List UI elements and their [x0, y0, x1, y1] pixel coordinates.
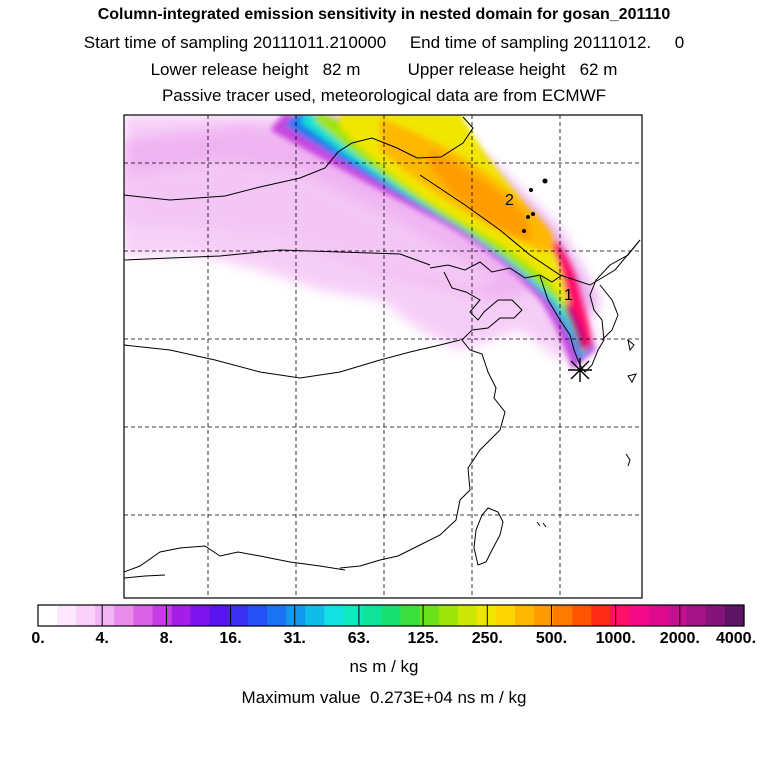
- colorbar-tick-label: 2000.: [659, 630, 700, 647]
- colorbar-tick-label: 4.: [95, 630, 109, 647]
- colorbar-swatch: [152, 605, 173, 626]
- colorbar-tick-label: 500.: [535, 630, 568, 647]
- colorbar-swatch: [476, 605, 497, 626]
- colorbar-tick-label: 4000.: [715, 630, 757, 647]
- colorbar-swatch: [648, 605, 669, 626]
- cluster-dot: [529, 188, 533, 192]
- colorbar-swatch: [572, 605, 592, 626]
- colorbar-swatch: [57, 605, 77, 626]
- colorbar-swatch: [190, 605, 211, 626]
- plot-frame: [123, 114, 643, 599]
- colorbar-swatch: [610, 605, 631, 626]
- colorbar-swatch: [457, 605, 478, 626]
- colorbar-swatch: [247, 605, 268, 626]
- cluster-dot: [542, 178, 548, 184]
- colorbar-swatch: [534, 605, 554, 626]
- colorbar-swatch: [133, 605, 154, 626]
- tracer-info-line: Passive tracer used, meteorological data…: [161, 86, 607, 105]
- colorbar-swatch: [171, 605, 192, 626]
- colorbar-tick-label: 0.: [31, 630, 45, 647]
- colorbar-swatch: [400, 605, 421, 626]
- colorbar-swatch: [305, 605, 325, 626]
- colorbar-swatch: [209, 605, 230, 626]
- colorbar-swatch: [515, 605, 535, 626]
- colorbar-tick-label: 125.: [407, 630, 439, 647]
- colorbar-swatch: [667, 605, 688, 626]
- plot-title: Column-integrated emission sensitivity i…: [97, 6, 671, 23]
- colorbar-tick-label: 8.: [159, 630, 174, 647]
- cluster-label-1: 1: [564, 287, 573, 304]
- colorbar-swatch: [419, 605, 440, 626]
- cluster-dot: [526, 215, 530, 219]
- colorbar-swatch: [629, 605, 650, 626]
- colorbar-swatch: [114, 605, 135, 626]
- release-height-line: Lower release height 82 m Upper release …: [150, 60, 618, 79]
- colorbar-labels: 0. 4. 8. 16. 31. 63. 125. 250. 500. 1000. 2000. 400…: [0, 630, 768, 652]
- colorbar-swatch: [591, 605, 612, 626]
- colorbar-swatch: [495, 605, 516, 626]
- receptor-star-icon: [568, 358, 592, 382]
- colorbar-swatch: [95, 605, 115, 626]
- maximum-value-text: Maximum value 0.273E+04 ns m / kg: [241, 688, 527, 707]
- colorbar-swatch: [381, 605, 402, 626]
- colorbar-tick-label: 16.: [219, 630, 242, 647]
- colorbar-swatch: [553, 605, 573, 626]
- colorbar-swatch: [76, 605, 96, 626]
- graticule: [124, 115, 642, 598]
- cluster-dot: [531, 212, 535, 216]
- colorbar: [37, 604, 745, 627]
- colorbar-tick-label: 31.: [283, 630, 306, 647]
- colorbar-swatch: [38, 605, 58, 626]
- cluster-dot: [522, 229, 526, 233]
- colorbar-swatch: [266, 605, 287, 626]
- colorbar-swatch: [286, 605, 306, 626]
- colorbar-tick-label: 1000.: [595, 630, 636, 647]
- colorbar-swatch: [686, 605, 707, 626]
- colorbar-units: ns m / kg: [349, 657, 419, 676]
- coastlines: [124, 116, 641, 579]
- colorbar-tick-label: 250.: [471, 630, 503, 647]
- cluster-markers: 2 1: [505, 178, 592, 382]
- colorbar-tick-label: 63.: [347, 630, 371, 647]
- colorbar-swatch: [343, 605, 363, 626]
- colorbar-swatch: [705, 605, 726, 626]
- cluster-label-2: 2: [505, 192, 514, 209]
- colorbar-swatch: [324, 605, 344, 626]
- colorbar-swatch: [724, 605, 745, 626]
- sensitivity-field: [124, 115, 600, 370]
- colorbar-swatch: [228, 605, 249, 626]
- colorbar-frame: [37, 604, 745, 627]
- colorbar-swatch: [438, 605, 459, 626]
- sampling-time-line: Start time of sampling 20111011.210000 E…: [83, 33, 685, 52]
- colorbar-swatch: [362, 605, 383, 626]
